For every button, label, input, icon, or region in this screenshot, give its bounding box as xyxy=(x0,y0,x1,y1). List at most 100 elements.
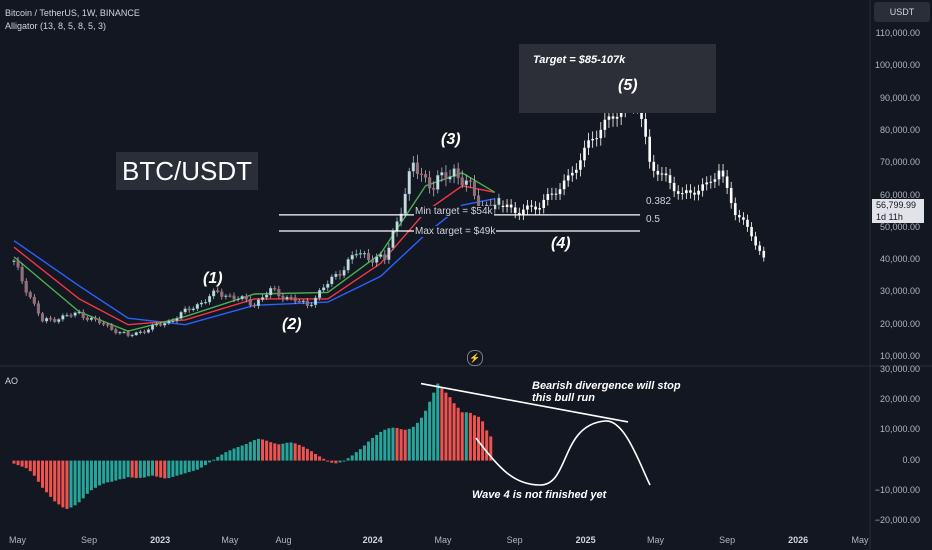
ao-bar xyxy=(187,460,191,473)
candle-body xyxy=(12,260,16,262)
candle-body xyxy=(130,334,134,337)
projection-candle xyxy=(505,204,509,207)
divergence-line xyxy=(420,382,629,423)
target-label: Target = $85-107k xyxy=(533,54,626,66)
projection-candle xyxy=(762,250,766,258)
price-axis-label: 80,000.00 xyxy=(879,124,920,135)
ao-bar xyxy=(452,403,456,461)
ao-label[interactable]: AO xyxy=(5,376,19,386)
ao-bar xyxy=(305,448,309,461)
time-axis-label: Aug xyxy=(275,535,292,545)
candle-body xyxy=(366,253,371,260)
ao-bar xyxy=(387,428,391,461)
time-axis-label: Sep xyxy=(81,535,98,545)
ao-bar xyxy=(138,460,142,478)
ao-bar xyxy=(81,460,85,499)
ao-bar xyxy=(399,429,403,461)
ao-bar xyxy=(383,429,387,461)
target-box[interactable]: Target = $85-107k xyxy=(519,44,716,113)
pair-label[interactable]: BTC/USDT xyxy=(116,152,258,190)
ao-bar xyxy=(391,427,395,461)
candle-body xyxy=(93,317,98,320)
ao-bar xyxy=(358,449,362,461)
price-axis-label: 100,000.00 xyxy=(874,60,920,71)
price-axis-label: 90,000.00 xyxy=(879,92,920,103)
indicator-label[interactable]: Alligator (13, 8, 5, 8, 5, 3) xyxy=(5,21,107,31)
ao-bar xyxy=(199,460,203,468)
projection-candle xyxy=(676,191,680,194)
ao-axis-label: 0.00 xyxy=(902,454,920,465)
ao-bar xyxy=(440,388,444,461)
projection-candle xyxy=(522,209,525,215)
candle-body xyxy=(24,280,28,293)
currency-button[interactable]: USDT xyxy=(874,2,930,22)
ao-bar xyxy=(89,460,93,491)
candle-body xyxy=(399,213,403,222)
candle-body xyxy=(265,294,269,298)
candle-body xyxy=(472,181,477,196)
projection-candle xyxy=(672,182,676,192)
ao-bar xyxy=(395,427,399,461)
ao-bar xyxy=(350,455,354,461)
candle-body xyxy=(371,259,375,263)
candle-body xyxy=(179,311,183,319)
ao-bar xyxy=(236,447,240,461)
candle-body xyxy=(362,253,366,255)
ao-bar xyxy=(432,392,436,461)
candle-body xyxy=(432,187,436,190)
ao-bar xyxy=(216,456,220,461)
candle-body xyxy=(309,304,314,307)
candle-body xyxy=(448,176,452,180)
ao-bar xyxy=(419,417,423,461)
ao-bar xyxy=(472,415,476,461)
projection-candle xyxy=(729,187,733,204)
candle-body xyxy=(224,295,228,297)
candle-body xyxy=(73,312,77,316)
ao-bar xyxy=(224,452,228,461)
ao-bar xyxy=(375,434,379,461)
candle-body xyxy=(440,172,444,176)
time-axis-label: 2023 xyxy=(150,535,171,545)
wave4-note[interactable]: Wave 4 is not finished yet xyxy=(472,489,607,501)
candle-body xyxy=(387,247,391,260)
ao-bar xyxy=(318,456,322,461)
candle-body xyxy=(305,300,309,306)
ao-bar xyxy=(40,460,44,488)
ao-bar xyxy=(326,460,330,462)
ao-bar xyxy=(114,460,118,481)
max-target-label[interactable]: Max target = $49k xyxy=(414,226,497,237)
candle-body xyxy=(122,331,126,334)
ao-bar xyxy=(285,442,289,461)
candle-body xyxy=(493,204,497,210)
candle-body xyxy=(102,322,106,325)
ao-bar xyxy=(281,443,285,461)
candle-body xyxy=(313,297,318,306)
candle-body xyxy=(106,324,110,326)
symbol-title[interactable]: Bitcoin / TetherUS, 1W, BINANCE xyxy=(5,8,140,18)
ao-bar xyxy=(415,422,419,461)
projection-candle xyxy=(550,193,554,195)
projection-candle xyxy=(656,170,660,175)
last-price-value: 56,799.99 xyxy=(876,200,917,210)
candle-body xyxy=(379,254,383,257)
lightning-icon[interactable]: ⚡ xyxy=(467,350,483,366)
fib-level-0382: 0.382 xyxy=(646,196,672,207)
projection-candle xyxy=(501,205,505,207)
candle-body xyxy=(468,180,472,182)
candle-body xyxy=(395,221,399,232)
min-target-label[interactable]: Min target = $54k xyxy=(414,206,494,217)
candle-body xyxy=(16,260,20,268)
projection-candle xyxy=(534,206,537,210)
candle-body xyxy=(216,290,220,292)
ao-bar xyxy=(468,412,472,461)
ao-bar xyxy=(342,460,346,462)
ao-bar xyxy=(428,401,432,461)
divergence-note[interactable]: Bearish divergence will stop this bull r… xyxy=(532,380,681,404)
candle-body xyxy=(318,289,322,299)
candle-body xyxy=(269,287,273,296)
ao-bar xyxy=(57,460,61,505)
time-axis-label: May xyxy=(851,535,869,545)
candle-body xyxy=(126,331,130,336)
ao-bar xyxy=(481,421,485,461)
